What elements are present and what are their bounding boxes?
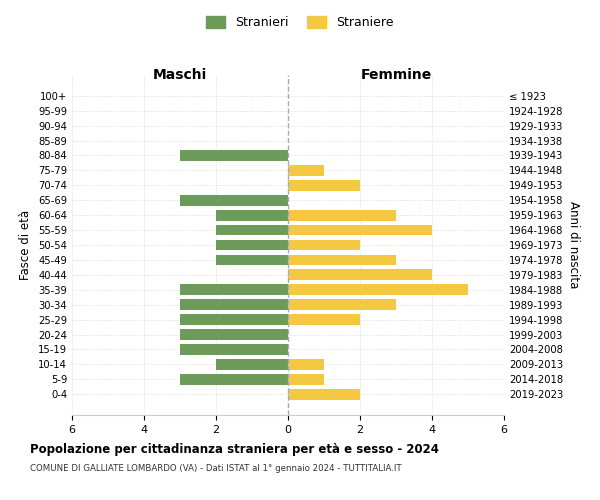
Text: Popolazione per cittadinanza straniera per età e sesso - 2024: Popolazione per cittadinanza straniera p…: [30, 442, 439, 456]
Bar: [288, 210, 396, 220]
Bar: [288, 284, 468, 295]
Bar: [288, 359, 324, 370]
Bar: [180, 314, 288, 325]
Bar: [180, 374, 288, 384]
Bar: [180, 284, 288, 295]
Bar: [288, 165, 324, 176]
Legend: Stranieri, Straniere: Stranieri, Straniere: [202, 11, 398, 34]
Bar: [288, 180, 360, 190]
Bar: [180, 150, 288, 161]
Y-axis label: Anni di nascita: Anni di nascita: [567, 202, 580, 288]
Bar: [216, 210, 288, 220]
Bar: [180, 344, 288, 355]
Bar: [288, 254, 396, 266]
Bar: [288, 374, 324, 384]
Bar: [180, 195, 288, 205]
Bar: [180, 300, 288, 310]
Y-axis label: Fasce di età: Fasce di età: [19, 210, 32, 280]
Text: COMUNE DI GALLIATE LOMBARDO (VA) - Dati ISTAT al 1° gennaio 2024 - TUTTITALIA.IT: COMUNE DI GALLIATE LOMBARDO (VA) - Dati …: [30, 464, 401, 473]
Bar: [288, 224, 432, 235]
Bar: [180, 329, 288, 340]
Text: Femmine: Femmine: [361, 68, 431, 82]
Bar: [288, 389, 360, 400]
Text: Maschi: Maschi: [153, 68, 207, 82]
Bar: [288, 240, 360, 250]
Bar: [288, 300, 396, 310]
Bar: [216, 240, 288, 250]
Bar: [216, 224, 288, 235]
Bar: [216, 359, 288, 370]
Bar: [216, 254, 288, 266]
Bar: [288, 314, 360, 325]
Bar: [288, 270, 432, 280]
